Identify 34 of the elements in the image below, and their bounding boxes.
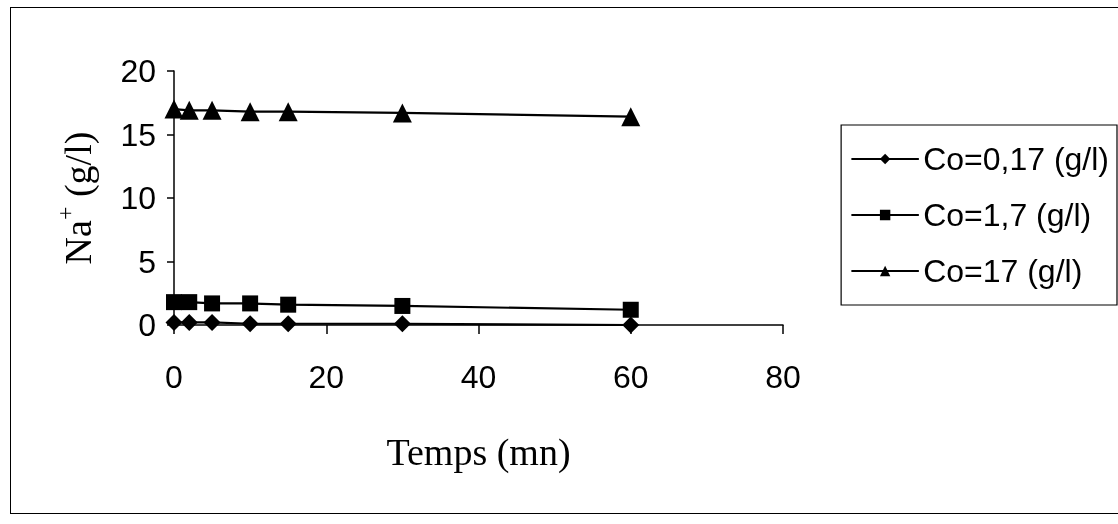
legend-label: Co=1,7 (g/l)	[923, 197, 1092, 233]
legend-label: Co=0,17 (g/l)	[923, 141, 1109, 177]
y-tick-label: 20	[120, 53, 156, 89]
point	[394, 297, 411, 314]
y-tick-label: 10	[120, 180, 156, 216]
point	[240, 102, 260, 122]
point	[179, 100, 199, 120]
point	[279, 315, 297, 333]
point	[181, 294, 198, 311]
point	[242, 295, 259, 312]
legend-label: Co=17 (g/l)	[923, 253, 1083, 289]
point	[204, 295, 221, 312]
y-tick-label: 0	[138, 307, 156, 343]
x-tick-label: 20	[308, 359, 345, 395]
x-tick-label: 80	[765, 359, 801, 395]
point	[622, 301, 639, 318]
point	[180, 313, 198, 331]
point	[203, 313, 221, 331]
point	[621, 107, 641, 127]
point	[164, 99, 184, 119]
x-tick-label: 60	[612, 359, 649, 395]
point	[166, 294, 182, 311]
x-axis-title: Temps (mn)	[386, 431, 571, 474]
point	[202, 100, 222, 120]
x-tick-label: 40	[460, 359, 497, 395]
point	[278, 102, 298, 122]
point	[165, 313, 183, 331]
point	[392, 103, 412, 123]
y-tick-label: 15	[120, 116, 156, 153]
point	[280, 296, 297, 313]
point	[393, 315, 411, 333]
x-tick-label: 0	[165, 359, 183, 395]
y-tick-label: 5	[138, 243, 156, 280]
point	[241, 315, 259, 333]
